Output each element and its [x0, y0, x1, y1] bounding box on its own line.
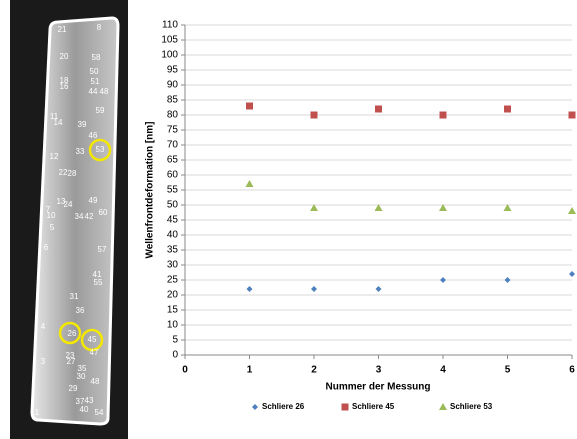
y-tick-label: 10: [167, 320, 179, 331]
y-tick-label: 45: [167, 215, 179, 226]
point-label: 24: [64, 200, 73, 209]
y-tick-label: 100: [161, 50, 178, 61]
y-axis-label: Wellenfrontdeformation [nm]: [145, 121, 156, 258]
point-label: 14: [54, 118, 63, 127]
point-label: 27: [67, 357, 76, 366]
point-label: 31: [70, 292, 79, 301]
point-label: 34: [75, 212, 84, 221]
point-label: 42: [85, 212, 94, 221]
point-label: 6: [44, 243, 49, 252]
point-label: 50: [90, 67, 99, 76]
x-tick-label: 0: [182, 365, 188, 376]
point-label: 47: [90, 348, 99, 357]
point-label: 49: [89, 196, 98, 205]
legend-marker: [342, 404, 349, 411]
point: [505, 277, 511, 283]
point-label: 10: [47, 211, 56, 220]
point-label: 30: [77, 372, 86, 381]
y-tick-label: 85: [167, 95, 179, 106]
point-label: 46: [89, 131, 98, 140]
point-label: 45: [88, 335, 97, 344]
point-label: 60: [99, 208, 108, 217]
y-tick-label: 80: [167, 110, 179, 121]
y-tick-label: 110: [162, 20, 178, 31]
point: [246, 180, 254, 187]
point: [568, 207, 576, 214]
point: [504, 106, 511, 113]
point-label: 54: [95, 408, 104, 417]
point-label: 40: [80, 405, 89, 414]
point: [311, 286, 317, 292]
point-label: 8: [97, 23, 102, 32]
point-label: 55: [94, 278, 103, 287]
y-tick-label: 75: [167, 125, 179, 136]
point-label: 53: [96, 145, 105, 154]
point: [311, 112, 318, 119]
point-label: 43: [85, 396, 94, 405]
y-tick-label: 95: [167, 65, 179, 76]
legend-label: Schliere 53: [450, 402, 493, 411]
point-label: 33: [76, 147, 85, 156]
point-label: 5: [50, 223, 55, 232]
y-tick-label: 15: [167, 305, 179, 316]
legend-label: Schliere 26: [262, 402, 305, 411]
y-tick-label: 20: [167, 290, 179, 301]
y-tick-label: 60: [167, 170, 179, 181]
point-label: 4: [41, 322, 46, 331]
x-tick-label: 6: [569, 365, 575, 376]
point-label: 57: [98, 245, 107, 254]
y-tick-label: 70: [167, 140, 179, 151]
point: [569, 271, 575, 277]
y-tick-label: 50: [167, 200, 179, 211]
point-label: 3: [41, 357, 46, 366]
point: [247, 286, 253, 292]
x-axis-label: Nummer der Messung: [325, 382, 430, 393]
point-label: 26: [68, 329, 77, 338]
y-tick-label: 55: [167, 185, 179, 196]
point-label: 1: [35, 408, 40, 417]
chart: Wellenfrontdeformation [nm] Nummer der M…: [145, 20, 576, 411]
legend-marker: [439, 403, 447, 410]
y-tick-label: 5: [172, 335, 178, 346]
point-label: 48: [100, 87, 109, 96]
x-tick-label: 1: [247, 365, 253, 376]
y-tick-label: 105: [161, 35, 178, 46]
point-label: 59: [96, 106, 105, 115]
point-label: 48: [91, 377, 100, 386]
legend-marker: [252, 404, 258, 410]
legend-label: Schliere 45: [352, 402, 395, 411]
page: 2182058501816514448591114394653331222284…: [0, 0, 577, 439]
x-tick-label: 5: [505, 365, 511, 376]
y-tick-label: 90: [167, 80, 179, 91]
point-label: 29: [69, 384, 78, 393]
y-tick-label: 35: [167, 245, 179, 256]
point: [440, 112, 447, 119]
point-label: 16: [60, 82, 69, 91]
point: [440, 277, 446, 283]
x-tick-label: 2: [311, 365, 317, 376]
y-tick-label: 0: [172, 350, 178, 361]
y-tick-label: 65: [167, 155, 179, 166]
figure: 2182058501816514448591114394653331222284…: [0, 0, 577, 439]
x-tick-label: 4: [440, 365, 446, 376]
point-label: 21: [58, 25, 67, 34]
point: [246, 103, 253, 110]
point-label: 28: [68, 169, 77, 178]
point-label: 36: [76, 306, 85, 315]
y-tick-label: 30: [167, 260, 179, 271]
point: [376, 286, 382, 292]
y-tick-label: 25: [167, 275, 179, 286]
point: [569, 112, 576, 119]
point-label: 12: [50, 152, 59, 161]
point-label: 20: [60, 52, 69, 61]
point-label: 44: [89, 87, 98, 96]
point-label: 39: [78, 120, 87, 129]
y-tick-label: 40: [167, 230, 179, 241]
point: [375, 106, 382, 113]
x-tick-label: 3: [376, 365, 382, 376]
point-label: 58: [92, 53, 101, 62]
point-label: 51: [91, 77, 100, 86]
